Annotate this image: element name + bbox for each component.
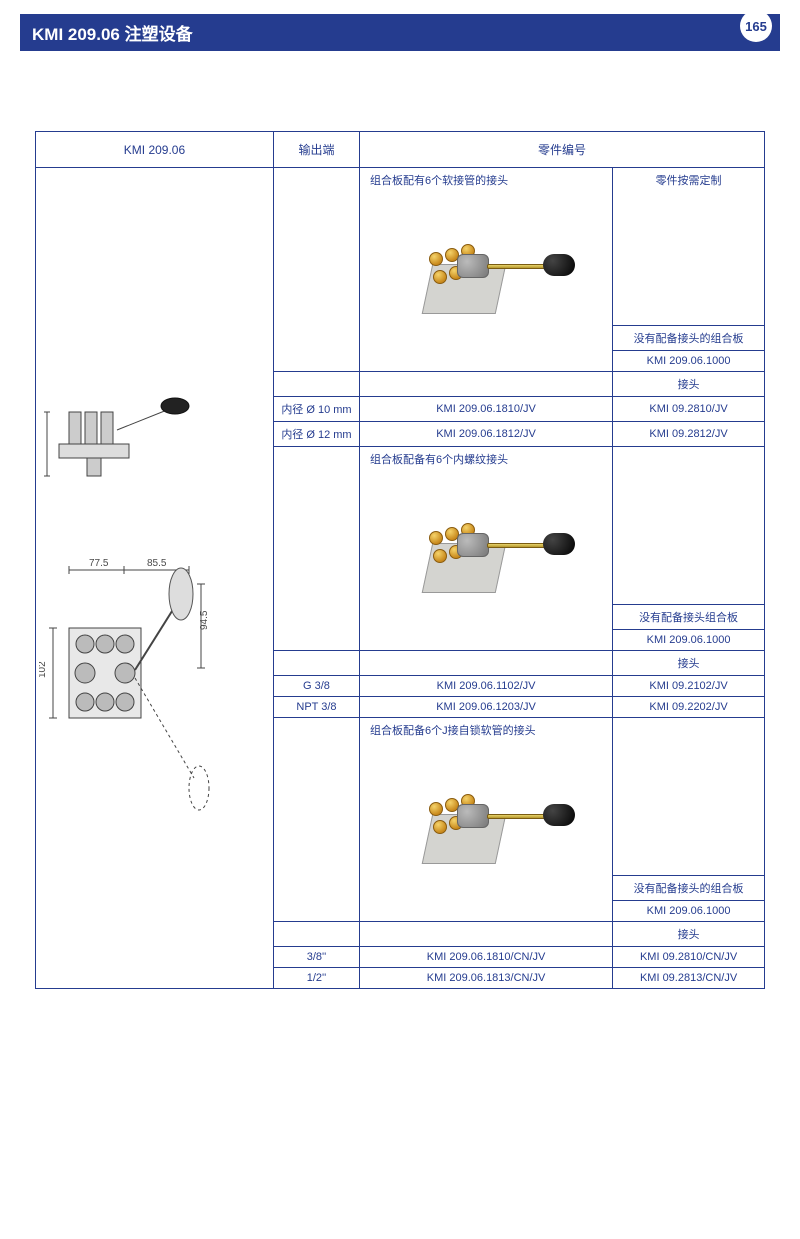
page-number-badge: 165: [740, 10, 772, 42]
output-blank: [273, 168, 359, 372]
part-number: KMI 209.06.1203/JV: [360, 697, 613, 718]
diagram-cell: 69 77.5 85.5 102 94.5: [36, 168, 274, 989]
noconn-label: 没有配备接头组合板: [613, 605, 765, 630]
output-blank: [273, 447, 359, 651]
output-value: 内径 Ø 12 mm: [273, 422, 359, 447]
spec-table: KMI 209.06 输出端 零件编号 69 77.5 85.5 102 94.…: [35, 131, 765, 989]
custom-part-number: KMI 09.2810/JV: [613, 397, 765, 422]
custom-part-number: KMI 09.2812/JV: [613, 422, 765, 447]
noconn-label: 没有配备接头的组合板: [613, 876, 765, 901]
output-blank: [273, 718, 359, 922]
svg-text:94.5: 94.5: [199, 610, 210, 630]
custom-part-number: KMI 09.2810/CN/JV: [613, 947, 765, 968]
section-desc: 组合板配备有6个内螺纹接头: [360, 447, 613, 651]
noconn-part: KMI 209.06.1000: [613, 630, 765, 651]
svg-text:77.5: 77.5: [89, 558, 109, 569]
custom-label: 零件按需定制: [613, 168, 765, 326]
output-value: 3/8'': [273, 947, 359, 968]
svg-text:102: 102: [39, 661, 48, 678]
conn-label: 接头: [613, 372, 765, 397]
page-header: KMI 209.06 注塑设备 165: [20, 14, 780, 51]
section-desc-text: 组合板配备6个J接自锁软管的接头: [370, 725, 536, 737]
part-number: KMI 209.06.1810/CN/JV: [360, 947, 613, 968]
noconn-label: 没有配备接头的组合板: [613, 326, 765, 351]
custom-blank: [613, 447, 765, 605]
conn-label: 接头: [613, 922, 765, 947]
col-header-model: KMI 209.06: [36, 132, 274, 168]
product-image: [405, 487, 575, 597]
page-title: KMI 209.06 注塑设备: [32, 25, 193, 44]
conn-label: 接头: [613, 651, 765, 676]
part-number: KMI 209.06.1812/JV: [360, 422, 613, 447]
col-header-output: 输出端: [273, 132, 359, 168]
section-desc-text: 组合板配备有6个内螺纹接头: [370, 454, 508, 466]
output-value: G 3/8: [273, 676, 359, 697]
page-number: 165: [745, 19, 767, 34]
output-value: 1/2'': [273, 968, 359, 989]
noconn-part: KMI 209.06.1000: [613, 351, 765, 372]
tech-drawing-side: 69: [39, 388, 209, 498]
noconn-part: KMI 209.06.1000: [613, 901, 765, 922]
output-value: 内径 Ø 10 mm: [273, 397, 359, 422]
product-image: [405, 208, 575, 318]
part-number: KMI 209.06.1810/JV: [360, 397, 613, 422]
custom-part-number: KMI 09.2813/CN/JV: [613, 968, 765, 989]
col-header-partno: 零件编号: [360, 132, 765, 168]
part-number: KMI 209.06.1813/CN/JV: [360, 968, 613, 989]
product-image: [405, 758, 575, 868]
output-value: NPT 3/8: [273, 697, 359, 718]
section-desc: 组合板配有6个软接管的接头: [360, 168, 613, 372]
section-desc: 组合板配备6个J接自锁软管的接头: [360, 718, 613, 922]
svg-text:69: 69: [39, 436, 42, 448]
custom-blank: [613, 718, 765, 876]
section-desc-text: 组合板配有6个软接管的接头: [370, 175, 508, 187]
tech-drawing-top: 77.5 85.5 102 94.5: [39, 558, 239, 858]
custom-part-number: KMI 09.2202/JV: [613, 697, 765, 718]
svg-text:85.5: 85.5: [147, 558, 167, 569]
part-number: KMI 209.06.1102/JV: [360, 676, 613, 697]
custom-part-number: KMI 09.2102/JV: [613, 676, 765, 697]
